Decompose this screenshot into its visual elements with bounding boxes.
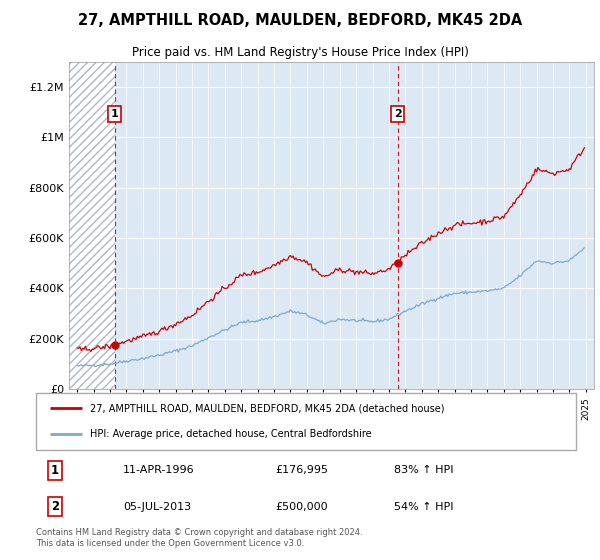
Text: 1: 1 (111, 109, 118, 119)
Text: 05-JUL-2013: 05-JUL-2013 (123, 502, 191, 511)
Text: Price paid vs. HM Land Registry's House Price Index (HPI): Price paid vs. HM Land Registry's House … (131, 46, 469, 59)
Bar (69, 62, 115, 389)
Text: HPI: Average price, detached house, Central Bedfordshire: HPI: Average price, detached house, Cent… (91, 430, 372, 440)
Text: £176,995: £176,995 (275, 465, 328, 475)
Text: 27, AMPTHILL ROAD, MAULDEN, BEDFORD, MK45 2DA: 27, AMPTHILL ROAD, MAULDEN, BEDFORD, MK4… (78, 13, 522, 28)
Bar (69, 62, 115, 389)
Text: 11-APR-1996: 11-APR-1996 (123, 465, 194, 475)
FancyBboxPatch shape (36, 393, 576, 450)
Text: 83% ↑ HPI: 83% ↑ HPI (394, 465, 454, 475)
Text: 54% ↑ HPI: 54% ↑ HPI (394, 502, 454, 511)
Text: 27, AMPTHILL ROAD, MAULDEN, BEDFORD, MK45 2DA (detached house): 27, AMPTHILL ROAD, MAULDEN, BEDFORD, MK4… (91, 403, 445, 413)
Text: 2: 2 (51, 500, 59, 513)
Text: 1: 1 (51, 464, 59, 477)
Text: 2: 2 (394, 109, 401, 119)
Text: £500,000: £500,000 (275, 502, 328, 511)
Text: Contains HM Land Registry data © Crown copyright and database right 2024.
This d: Contains HM Land Registry data © Crown c… (36, 528, 362, 548)
